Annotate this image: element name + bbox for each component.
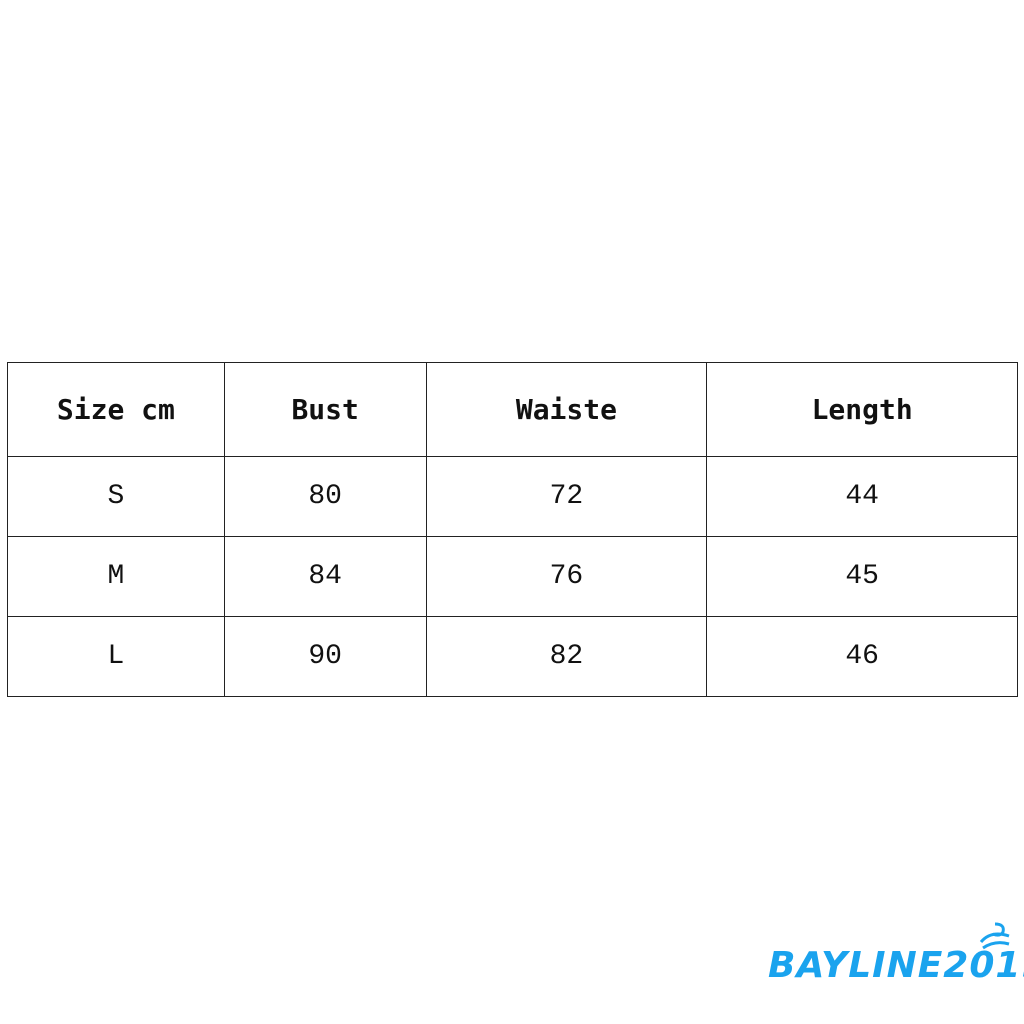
cell: 90 [223,616,427,697]
cell: 46 [706,616,1018,697]
table-row: L 90 82 46 [7,616,1018,697]
cell: 82 [425,616,708,697]
table-row: M 84 76 45 [7,536,1018,617]
cell: 45 [706,536,1018,617]
table-row: S 80 72 44 [7,456,1018,537]
cell: 72 [425,456,708,537]
cell: M [7,536,225,617]
cell: L [7,616,225,697]
watermark-logo: BAYLINE2019 [768,945,1024,986]
cell: S [7,456,225,537]
header-length: Length [706,362,1018,457]
cell: 76 [425,536,708,617]
cell: 44 [706,456,1018,537]
table-header-row: Size cm Bust Waiste Length [7,362,1018,457]
header-size: Size cm [7,362,225,457]
header-waiste: Waiste [425,362,708,457]
size-chart-table: Size cm Bust Waiste Length S 80 72 44 M … [7,362,1018,697]
cell: 84 [223,536,427,617]
wave-icon [979,922,1010,950]
cell: 80 [223,456,427,537]
header-bust: Bust [223,362,427,457]
